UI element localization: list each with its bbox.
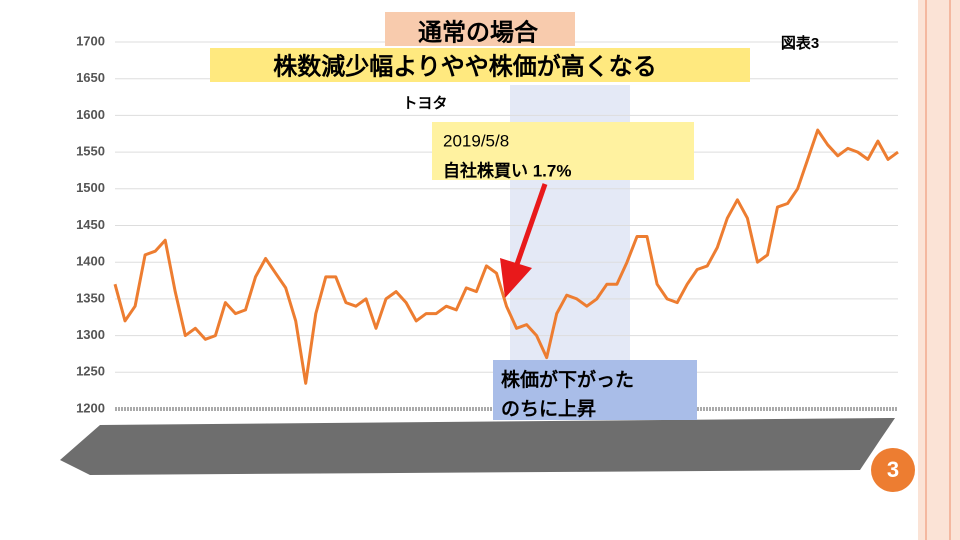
x-axis-labels-blur xyxy=(60,418,895,475)
annotation-text: 自社株買い 1.7% xyxy=(443,160,571,180)
y-tick-label: 1250 xyxy=(76,364,105,379)
series-line xyxy=(113,128,899,385)
annotation-text: のちに上昇 xyxy=(501,398,596,420)
arrow-head xyxy=(500,258,532,298)
chart-subtitle: 株数減少幅よりやや株価が高くなる xyxy=(273,52,657,80)
annotation-box xyxy=(432,122,694,180)
title-box xyxy=(385,12,575,46)
y-tick-label: 1500 xyxy=(76,180,105,195)
annotation-text: 2019/5/8 xyxy=(443,131,509,150)
y-tick-label: 1350 xyxy=(76,290,105,305)
subtitle-box xyxy=(210,48,750,82)
y-tick-label: 1200 xyxy=(76,400,105,415)
slide-border xyxy=(918,0,960,540)
y-tick-label: 1550 xyxy=(76,144,105,159)
annotation-text: 株価が下がった xyxy=(501,368,634,391)
annotation-box xyxy=(493,360,697,420)
y-tick-label: 1450 xyxy=(76,217,105,232)
y-tick-label: 1600 xyxy=(76,107,105,122)
series-label: トヨタ xyxy=(402,95,447,112)
arrow xyxy=(512,183,548,271)
y-tick-label: 1300 xyxy=(76,327,105,342)
y-tick-label: 1400 xyxy=(76,254,105,269)
chart-title: 通常の場合 xyxy=(418,18,539,46)
page-number-badge xyxy=(871,448,915,492)
page-number: 3 xyxy=(887,457,899,482)
y-tick-label: 1650 xyxy=(76,70,105,85)
figure-label: 図表3 xyxy=(781,34,819,52)
y-tick-label: 1700 xyxy=(76,33,105,48)
